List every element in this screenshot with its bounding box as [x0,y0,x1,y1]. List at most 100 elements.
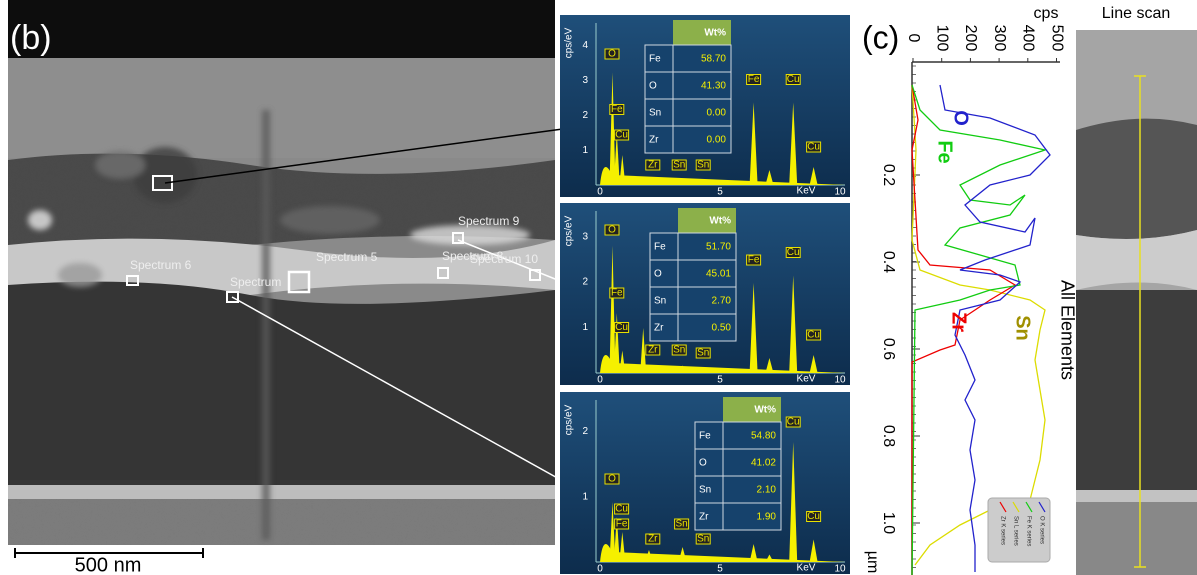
legend-label: Fe K series [1025,516,1031,546]
table-header-text: Wt% [704,28,726,39]
y-tick-label: 3 [582,75,588,86]
y-tick-label: 3 [582,231,588,242]
peak-label: Sn [697,160,709,171]
x-tick-label: 0 [597,187,603,198]
x-axis-label: KeV [797,563,816,574]
y-tick-label: 2 [582,110,588,121]
table-element: Sn [649,108,661,119]
peak-label: O [608,474,616,485]
table-element: Sn [654,296,666,307]
y-tick-label: 0.2 [880,164,897,186]
x-tick-label: 100 [933,25,950,52]
x-tick-label: 200 [962,25,979,52]
micrograph: (b) Spectrum 9 Spectrum 6 Spectrum 5 Spe… [8,0,578,545]
table-element: Fe [649,54,661,65]
table-header-text: Wt% [709,216,731,227]
image-title: Line scan [1102,5,1171,22]
table-value: 2.10 [757,485,777,496]
peak-label: Fe [611,104,623,115]
y-tick-label: 0.4 [880,251,897,273]
legend-label: Sn L series [1012,516,1018,546]
peak-label: Sn [675,519,687,530]
y-tick-label: 1 [582,322,588,333]
y-tick-label: 1.0 [880,512,897,534]
peak-label: Fe [611,288,623,299]
legend-label: Zr K series [999,516,1005,545]
spectrum-label: Spectrum 10 [470,252,538,266]
spectrum-label: Spectrum 9 [458,214,520,228]
peak-label: Cu [615,130,628,141]
peak-label: Cu [787,247,800,258]
table-value: 45.01 [706,269,731,280]
x-tick-label: 0 [905,34,922,43]
spectrum-label: Spectrum 5 [316,250,378,264]
legend-label: O K series [1038,516,1044,544]
table-value: 41.30 [701,81,726,92]
table-value: 0.50 [712,323,732,334]
table-value: 58.70 [701,54,726,65]
y-axis-label: cps/eV [564,215,575,246]
peak-label: Cu [807,511,820,522]
peak-label: Cu [807,330,820,341]
curve-label: Zr [948,312,970,332]
x-tick-label: 300 [991,25,1008,52]
table-header-text: Wt% [754,405,776,416]
x-tick-label: 5 [717,187,723,198]
table-element: Fe [699,431,711,442]
peak-label: Zr [648,345,658,356]
x-axis-label: KeV [797,374,816,385]
y-tick-label: 2 [582,277,588,288]
peak-label: Zr [648,160,658,171]
x-axis-label: KeV [797,186,816,197]
curve-label: O [950,110,972,126]
page: {"panel_b": {"label": "(b)", "spectrum_l… [0,0,1197,575]
y-tick-label: 1 [582,491,588,502]
peak-label: Sn [697,348,709,359]
table-element: O [649,81,657,92]
axis-unit: µm [864,551,881,574]
peak-label: Sn [673,345,685,356]
y-tick-label: 0.8 [880,425,897,447]
x-tick-label: 10 [834,187,846,198]
y-axis-label: cps/eV [564,27,575,58]
table-value: 41.02 [751,458,776,469]
peak-label: O [608,225,616,236]
x-tick-label: 10 [834,564,846,575]
peak-label: Cu [787,74,800,85]
peak-label: O [608,49,616,60]
x-tick-label: 10 [834,375,846,386]
x-tick-label: 0 [597,564,603,575]
table-value: 51.70 [706,242,731,253]
table-element: Sn [699,485,711,496]
panel-label: (c) [862,19,899,55]
table-value: 2.70 [712,296,732,307]
table-value: 54.80 [751,431,776,442]
y-tick-label: 1 [582,145,588,156]
table-value: 0.00 [707,135,727,146]
curve-label: Sn [1012,315,1034,341]
table-element: Zr [699,512,709,523]
y-axis-label: cps/eV [564,404,575,435]
line-scan-image: Line scan [1076,5,1197,575]
line-scan-chart: (c) cps 01002003004005000.20.40.60.81.0 … [862,5,1077,575]
peak-label: Cu [615,504,628,515]
y-tick-label: 0.6 [880,338,897,360]
peak-label: Fe [748,255,760,266]
table-value: 0.00 [707,108,727,119]
spectrum-label: Spectrum [230,275,281,289]
peak-label: Zr [648,534,658,545]
spectrum-label: Spectrum 6 [130,258,192,272]
peak-label: Fe [748,74,760,85]
peak-label: Sn [697,534,709,545]
y-tick-label: 2 [582,426,588,437]
peak-label: Cu [787,417,800,428]
table-element: Zr [649,135,659,146]
peak-label: Fe [616,519,628,530]
figure: (b) Spectrum 9 Spectrum 6 Spectrum 5 Spe… [0,0,1197,575]
chart-title: All Elements [1057,280,1077,380]
table-value: 1.90 [757,512,777,523]
axis-unit: cps [1034,5,1059,22]
x-tick-label: 5 [717,375,723,386]
x-tick-label: 0 [597,375,603,386]
spectra: cps/eV43210510KeVOFeCuZrSnSnFeCuCuWt%Fe5… [560,15,850,575]
